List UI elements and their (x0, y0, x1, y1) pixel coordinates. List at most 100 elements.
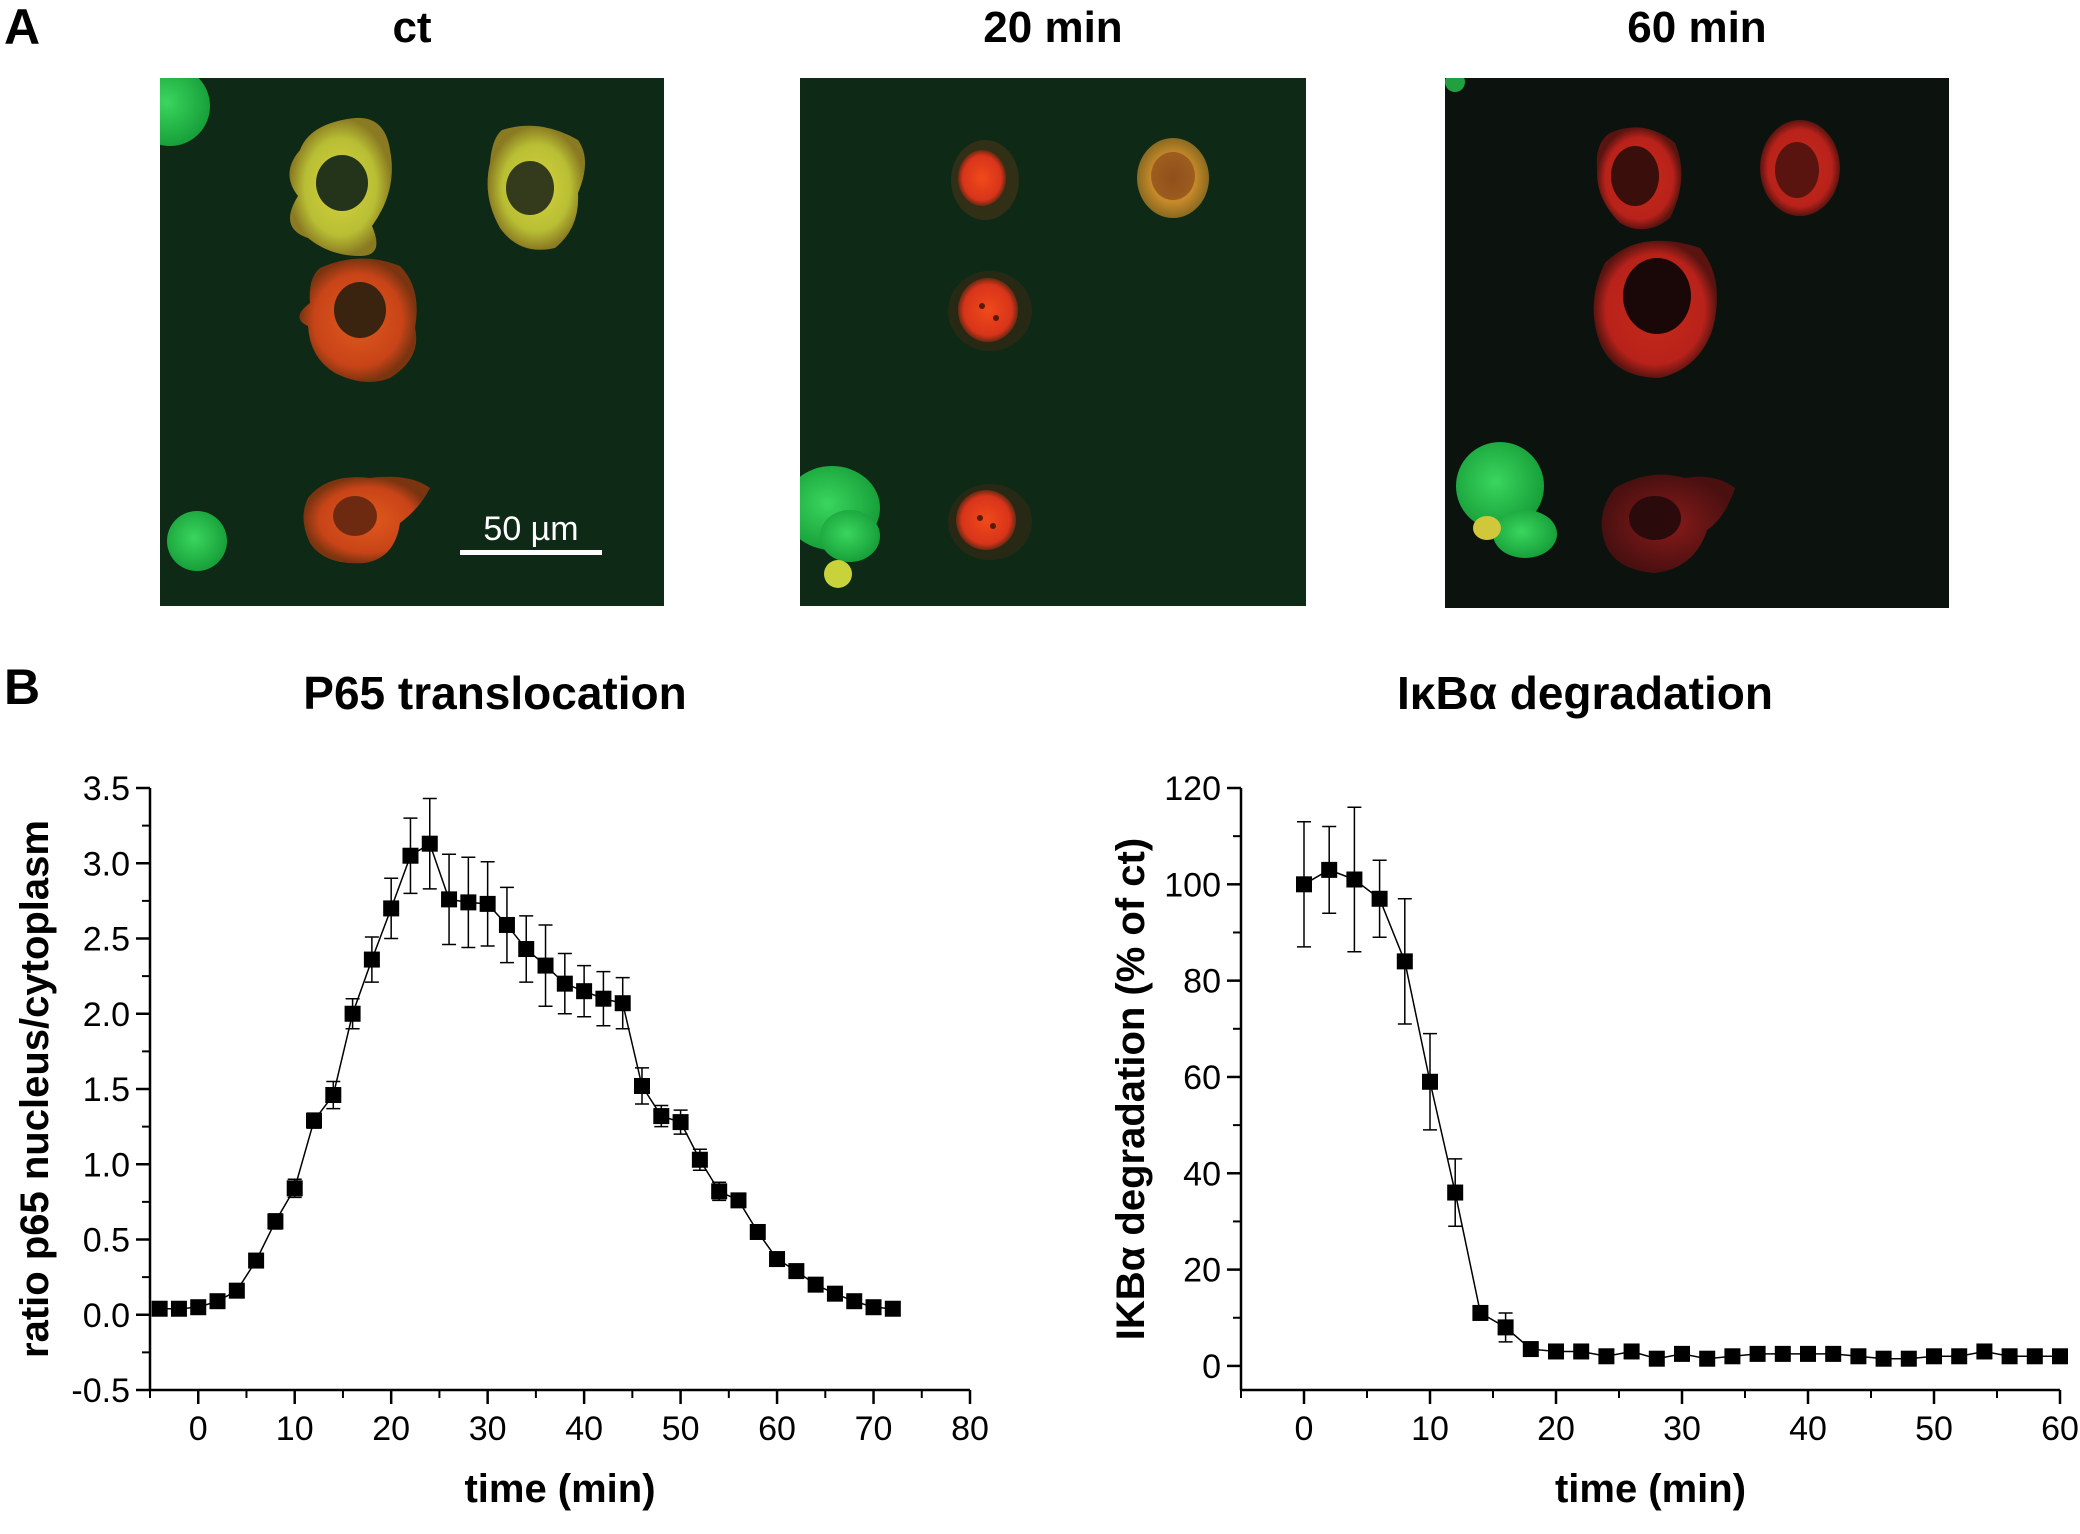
data-point (730, 1192, 747, 1209)
y-tick-label: 100 (1164, 866, 1221, 904)
data-point (402, 847, 419, 864)
data-point (537, 957, 554, 974)
data-point (1548, 1343, 1564, 1360)
data-point (1724, 1348, 1741, 1365)
data-point (1875, 1350, 1892, 1367)
micrograph-title-20min: 20 min (983, 3, 1123, 52)
data-point (1976, 1343, 1993, 1360)
data-point (1396, 953, 1413, 970)
data-point (1573, 1343, 1590, 1360)
data-point (1926, 1348, 1942, 1365)
scale-bar-label: 50 µm (483, 510, 578, 548)
data-point (556, 975, 573, 992)
data-point (325, 1087, 342, 1104)
data-point (518, 941, 535, 958)
data-point (1371, 890, 1388, 907)
data-point (576, 983, 593, 1000)
data-point (1346, 871, 1363, 888)
data-point (1900, 1350, 1917, 1367)
data-point (460, 894, 477, 911)
y-tick-label: 1.5 (83, 1071, 130, 1109)
data-point (1321, 861, 1338, 878)
x-axis-label: time (min) (1555, 1467, 1746, 1511)
data-point (653, 1108, 670, 1125)
y-tick-label: 80 (1183, 963, 1221, 1001)
data-point (2001, 1348, 2018, 1365)
y-tick-label: 40 (1183, 1155, 1221, 1193)
y-axis-label: ratio p65 nucleus/cytoplasm (13, 820, 57, 1358)
x-tick-label: 20 (1537, 1410, 1575, 1448)
panel-letter-b: B (4, 659, 41, 715)
data-point (2052, 1348, 2068, 1365)
y-tick-label: 0.0 (83, 1297, 130, 1335)
data-point (2026, 1348, 2043, 1365)
data-point (595, 990, 612, 1007)
data-point (1447, 1184, 1464, 1201)
y-tick-label: 20 (1183, 1252, 1221, 1290)
x-tick-label: 50 (662, 1410, 700, 1448)
y-axis-label: IKBα degradation (% of ct) (1109, 838, 1153, 1340)
data-point (672, 1114, 689, 1131)
data-point (691, 1151, 708, 1168)
data-point (865, 1299, 882, 1316)
x-tick-label: 10 (1411, 1410, 1449, 1448)
data-point (711, 1183, 728, 1200)
data-point (286, 1180, 303, 1197)
data-point (1472, 1304, 1489, 1321)
micrograph-20min (800, 78, 1306, 606)
series-line (1303, 869, 2060, 1360)
data-point (421, 835, 438, 852)
chart-ikba-degradation: 0 10 20 30 40 50 60 0 20 40 60 80 100 120 time (min) IK… (1109, 770, 2079, 1511)
y-tick-label: 3.5 (83, 770, 130, 808)
data-point (267, 1213, 284, 1230)
y-tick-label: -0.5 (71, 1372, 130, 1410)
data-point (788, 1263, 805, 1280)
y-tick-label: 1.0 (83, 1146, 130, 1184)
micrograph-60min (1445, 78, 1949, 608)
data-point (884, 1300, 901, 1317)
data-point (1699, 1350, 1716, 1367)
data-point (1623, 1343, 1640, 1360)
x-tick-label: 60 (758, 1410, 796, 1448)
data-point (248, 1252, 265, 1269)
data-point (1825, 1345, 1842, 1362)
data-point (614, 995, 631, 1012)
data-point (1497, 1319, 1514, 1336)
x-tick-label: 20 (372, 1410, 410, 1448)
x-tick-label: 40 (1789, 1410, 1827, 1448)
data-point (634, 1077, 650, 1094)
chart-title-ikba: IκBα degradation (1397, 667, 1773, 719)
data-point (1522, 1341, 1539, 1358)
y-tick-label: 2.5 (83, 921, 130, 959)
data-point (1422, 1073, 1438, 1090)
x-tick-label: 40 (565, 1410, 603, 1448)
y-tick-label: 0.5 (83, 1222, 130, 1260)
data-point (1598, 1348, 1615, 1365)
x-tick-label: 0 (1295, 1410, 1314, 1448)
x-tick-label: 60 (2041, 1410, 2079, 1448)
data-point (498, 916, 515, 933)
data-point (826, 1285, 843, 1302)
data-point (228, 1282, 245, 1299)
panel-letter-a: A (4, 0, 41, 55)
x-tick-label: 0 (189, 1410, 208, 1448)
y-tick-label: 0 (1202, 1348, 1221, 1386)
micrograph-title-60min: 60 min (1627, 3, 1767, 52)
y-tick-label: 3.0 (83, 845, 130, 883)
data-point (190, 1299, 207, 1316)
micrograph-ct: 50 µm (160, 78, 664, 606)
x-tick-label: 50 (1915, 1410, 1953, 1448)
data-point (769, 1251, 786, 1268)
x-tick-label: 30 (1663, 1410, 1701, 1448)
data-point (151, 1300, 168, 1317)
data-point (441, 891, 458, 908)
data-point (363, 951, 380, 968)
x-tick-label: 80 (951, 1410, 989, 1448)
data-point (1774, 1345, 1791, 1362)
data-point (1648, 1350, 1665, 1367)
data-point (846, 1293, 863, 1310)
x-tick-label: 10 (276, 1410, 314, 1448)
x-tick-label: 30 (469, 1410, 507, 1448)
micrograph-title-ct: ct (392, 3, 432, 52)
data-point (1800, 1345, 1816, 1362)
